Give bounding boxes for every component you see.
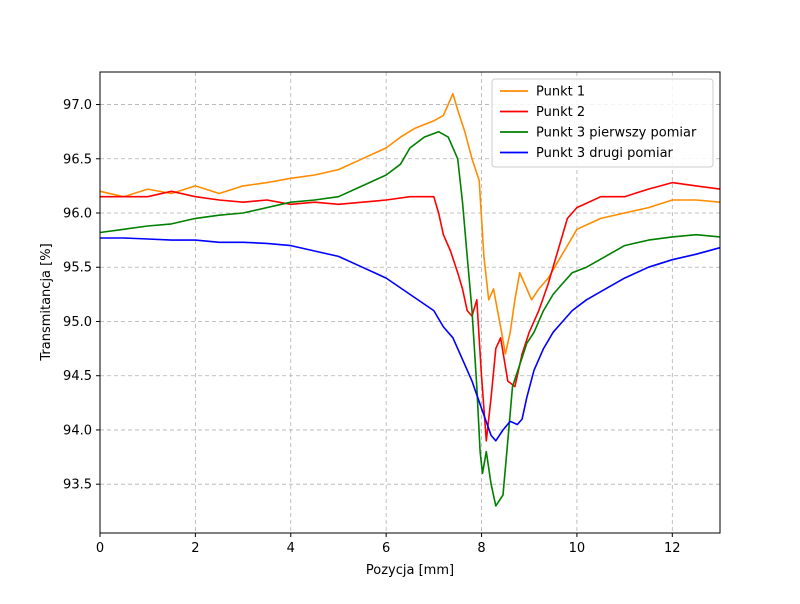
x-tick-label: 4 <box>287 541 295 556</box>
x-tick-label: 12 <box>664 541 681 556</box>
series-line-4 <box>100 237 721 442</box>
legend-frame <box>491 78 714 168</box>
series-line-1 <box>99 92 721 355</box>
y-tick-label: 95.5 <box>63 261 92 276</box>
legend-label-1: Punkt 1 <box>536 85 585 100</box>
x-axis-label: Pozycja [mm] <box>366 563 454 578</box>
legend-label-3: Punkt 3 pierwszy pomiar <box>536 126 697 141</box>
y-tick-label: 96.0 <box>63 207 92 222</box>
y-tick-label: 95.0 <box>63 315 92 330</box>
legend: Punkt 1 Punkt 2 Punkt 3 pierwszy pomiar Pun… <box>491 78 714 168</box>
x-tick-label: 2 <box>191 541 199 556</box>
grid <box>99 72 720 533</box>
y-tick-label: 94.5 <box>63 369 92 384</box>
x-tick-label: 0 <box>96 541 104 556</box>
series-line-3 <box>99 130 721 507</box>
y-tick-label: 97.0 <box>63 98 92 113</box>
series-layer <box>99 92 721 507</box>
ticks: 0 2 4 6 8 10 12 93.5 94.0 94.5 95.0 95.5 96.0 96.5 97.… <box>63 98 681 556</box>
y-tick-label: 94.0 <box>63 423 92 438</box>
x-tick-label: 10 <box>569 541 586 556</box>
y-tick-label: 93.5 <box>63 478 92 493</box>
plot-frame <box>99 71 721 534</box>
x-tick-label: 8 <box>477 541 485 556</box>
legend-label-4: Punkt 3 drugi pomiar <box>536 146 674 161</box>
x-tick-label: 6 <box>382 541 390 556</box>
legend-label-2: Punkt 2 <box>536 105 585 120</box>
y-axis-label: Transmitancja [%] <box>39 243 54 361</box>
y-tick-label: 96.5 <box>63 152 92 167</box>
